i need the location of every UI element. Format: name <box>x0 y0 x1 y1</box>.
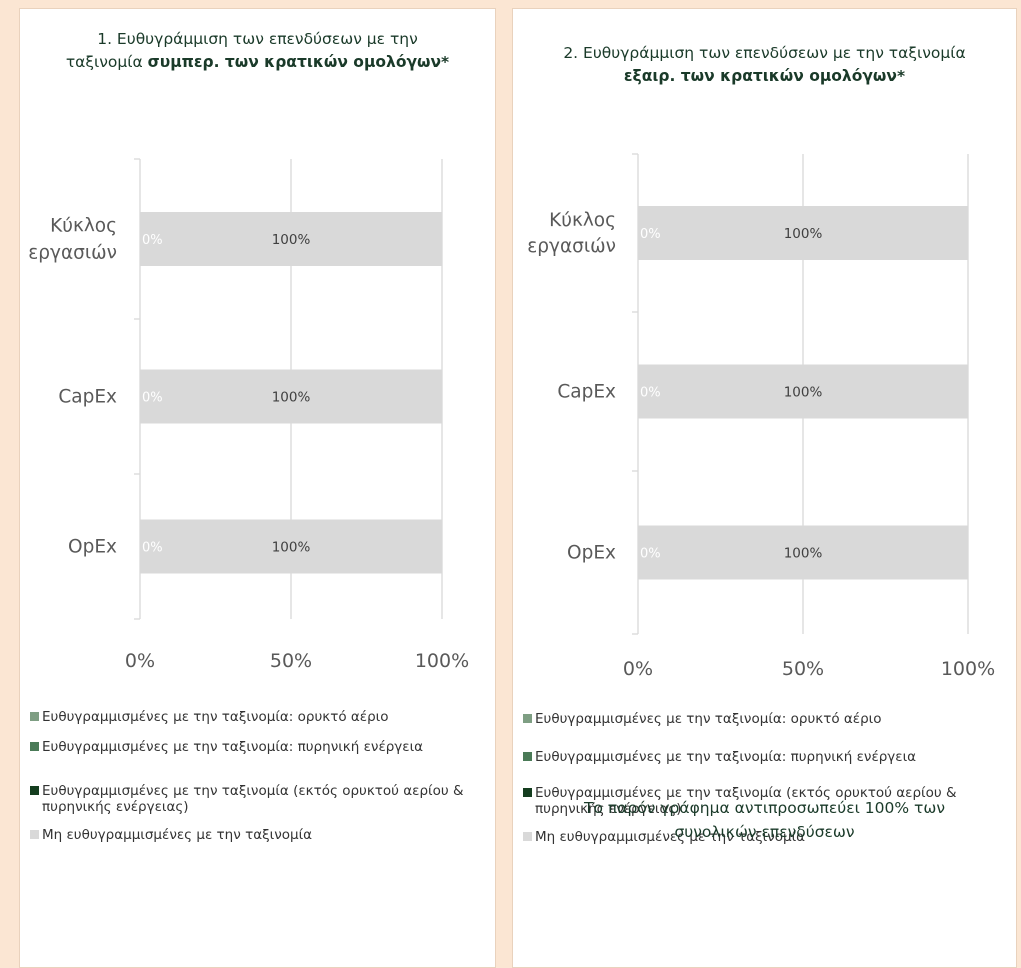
bar-segment <box>638 364 968 419</box>
x-tick-label: 50% <box>782 658 824 680</box>
legend-label: Ευθυγραμμισμένες με την ταξινομία (εκτός… <box>42 783 464 815</box>
category-label-line: Κύκλος <box>50 216 117 237</box>
chart-title-1: 1. Ευθυγράμμιση των επενδύσεων με την τα… <box>20 28 495 74</box>
legend-swatch <box>30 712 39 721</box>
x-tick-label: 0% <box>623 658 653 680</box>
legend-label: Ευθυγραμμισμένες με την ταξινομία: ορυκτ… <box>535 711 882 727</box>
bar-small-label: 0% <box>640 227 661 242</box>
x-tick-label: 0% <box>125 650 155 672</box>
chart-title-part-1: 2. Ευθυγράμμιση των επενδύσεων με την τα… <box>563 44 966 62</box>
legend-swatch <box>523 714 532 723</box>
legend-label: Ευθυγραμμισμένες με την ταξινομία: ορυκτ… <box>42 709 389 725</box>
chart-panel-2: 2. Ευθυγράμμιση των επενδύσεων με την τα… <box>512 8 1017 968</box>
legend-item: Ευθυγραμμισμένες με την ταξινομία (εκτός… <box>30 783 475 815</box>
chart-panel-1: 1. Ευθυγράμμιση των επενδύσεων με την τα… <box>19 8 496 968</box>
bar-small-label: 0% <box>142 233 163 248</box>
category-label: OpEx <box>68 537 117 558</box>
legend-item: Ευθυγραμμισμένες με την ταξινομία (εκτός… <box>523 785 996 817</box>
legend-swatch <box>523 832 532 841</box>
legend-swatch <box>523 788 532 797</box>
bar-segment <box>638 525 968 580</box>
legend-label: Ευθυγραμμισμένες με την ταξινομία: πυρην… <box>42 739 424 755</box>
category-label: CapEx <box>58 387 117 408</box>
legend-swatch <box>523 752 532 761</box>
bar-segment <box>140 212 442 266</box>
legend-item: Μη ευθυγραμμισμένες με την ταξινομία <box>523 829 996 845</box>
bar-segment <box>140 519 442 574</box>
legend-item: Ευθυγραμμισμένες με την ταξινομία: πυρην… <box>523 749 996 765</box>
category-label: Κύκλος εργασιών <box>527 210 616 257</box>
legend-label: Ευθυγραμμισμένες με την ταξινομία (εκτός… <box>535 785 957 817</box>
x-tick-label: 50% <box>270 650 312 672</box>
category-label-line: CapEx <box>58 387 117 408</box>
bar-data-label: 100% <box>272 232 311 248</box>
category-label-line: CapEx <box>557 382 616 403</box>
bar-chart-1: 0% 50% 100% 0% 100% Κύκλος εργασιών 0% 100% CapEx… <box>28 158 469 672</box>
bar-data-label: 100% <box>272 540 311 556</box>
chart-title-part-2: εξαιρ. των κρατικών ομολόγων* <box>623 67 906 85</box>
legend-item: Ευθυγραμμισμένες με την ταξινομία: ορυκτ… <box>523 711 996 727</box>
legend-swatch <box>30 786 39 795</box>
legend-item: Ευθυγραμμισμένες με την ταξινομία: ορυκτ… <box>30 709 475 725</box>
chart-footnote: Το παρόν γράφημα αντιπροσωπεύει 100% των… <box>584 799 945 841</box>
legend-label: Μη ευθυγραμμισμένες με την ταξινομία <box>42 827 313 843</box>
legend-item: Μη ευθυγραμμισμένες με την ταξινομία <box>30 827 475 843</box>
bar-data-label: 100% <box>272 390 311 406</box>
bar-small-label: 0% <box>142 391 163 406</box>
legend-swatch <box>30 742 39 751</box>
legend-label: Ευθυγραμμισμένες με την ταξινομία: πυρην… <box>535 749 917 765</box>
bar-data-label: 100% <box>784 546 823 562</box>
category-label: OpEx <box>567 543 616 564</box>
bar-chart-2: 0% 50% 100% 0% 100% Κύκλος εργασιών 0% 100% CapEx… <box>527 153 995 680</box>
chart-title-part-1: 1. Ευθυγράμμιση των επενδύσεων με την τα… <box>65 30 418 71</box>
bar-data-label: 100% <box>784 385 823 401</box>
bar-segment <box>638 206 968 260</box>
bar-data-label: 100% <box>784 226 823 242</box>
bar-small-label: 0% <box>640 547 661 562</box>
chart-title-2: 2. Ευθυγράμμιση των επενδύσεων με την τα… <box>513 42 1016 88</box>
category-label-line: OpEx <box>68 537 117 558</box>
category-label-line: εργασιών <box>527 236 616 257</box>
x-tick-label: 100% <box>415 650 469 672</box>
bar-small-label: 0% <box>640 386 661 401</box>
legend-label: Μη ευθυγραμμισμένες με την ταξινομία <box>535 829 806 845</box>
legend-swatch <box>30 830 39 839</box>
category-label-line: εργασιών <box>28 243 117 264</box>
legend-item: Ευθυγραμμισμένες με την ταξινομία: πυρην… <box>30 739 475 755</box>
category-label: CapEx <box>557 382 616 403</box>
x-tick-label: 100% <box>941 658 995 680</box>
chart-title-part-2: συμπερ. των κρατικών ομολόγων* <box>147 53 450 71</box>
category-label-line: Κύκλος <box>549 210 616 231</box>
bar-segment <box>140 369 442 424</box>
bar-small-label: 0% <box>142 541 163 556</box>
category-label: Κύκλος εργασιών <box>28 216 117 264</box>
category-label-line: OpEx <box>567 543 616 564</box>
